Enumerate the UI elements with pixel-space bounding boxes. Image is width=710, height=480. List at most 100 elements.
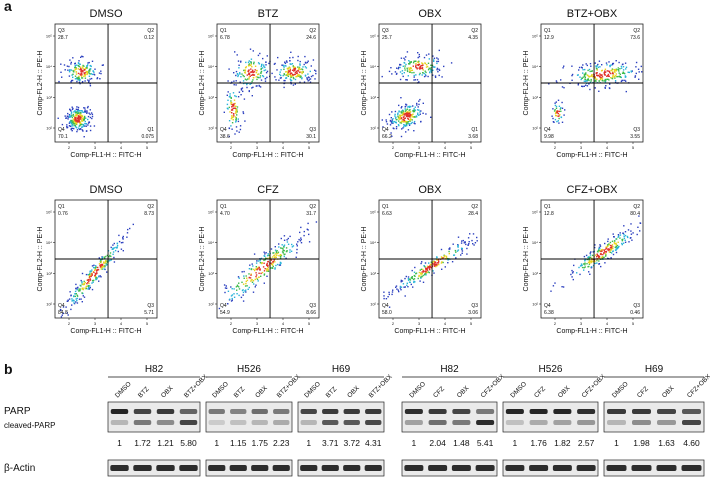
x-axis-label: Comp-FL1-H :: FITC-H bbox=[556, 152, 627, 159]
quadrant-name: Q3 bbox=[58, 28, 65, 34]
lane-label: OBX bbox=[456, 384, 471, 399]
quadrant-percent: 3.06 bbox=[468, 310, 478, 316]
x-tick-label: 4 bbox=[282, 321, 285, 326]
y-tick-label: 10³ bbox=[532, 271, 538, 276]
lane-label: DMSO bbox=[114, 381, 133, 400]
parp-band bbox=[682, 409, 701, 414]
quadrant-name: Q3 bbox=[382, 28, 389, 34]
y-tick-label: 10³ bbox=[208, 95, 214, 100]
parp-band bbox=[365, 409, 382, 414]
x-tick-label: 4 bbox=[120, 321, 123, 326]
quadrant-percent: 31.7 bbox=[306, 211, 316, 217]
cleaved-parp-ratio: 1.72 bbox=[134, 438, 151, 448]
cleaved-parp-band bbox=[529, 420, 548, 425]
cleaved-parp-band bbox=[343, 420, 360, 425]
x-tick-label: 2 bbox=[68, 321, 71, 326]
plot-title: OBX bbox=[418, 8, 442, 20]
lane-label: CFZ bbox=[432, 386, 446, 400]
x-axis-label: Comp-FL1-H :: FITC-H bbox=[556, 328, 627, 335]
cleaved-parp-ratio: 5.80 bbox=[180, 438, 197, 448]
cleaved-parp-ratio: 1.48 bbox=[453, 438, 470, 448]
y-tick-label: 10³ bbox=[532, 95, 538, 100]
quadrant-percent: 58.0 bbox=[382, 310, 392, 316]
plot-title: CFZ+OBX bbox=[566, 184, 618, 196]
y-tick-label: 10⁴ bbox=[532, 64, 538, 69]
x-tick-label: 5 bbox=[146, 321, 149, 326]
actin-band bbox=[656, 465, 677, 471]
x-tick-label: 2 bbox=[392, 145, 395, 150]
parp-band bbox=[632, 409, 651, 414]
lane-label: DMSO bbox=[509, 381, 528, 400]
x-tick-label: 5 bbox=[308, 321, 311, 326]
quadrant-name: Q2 bbox=[633, 28, 640, 34]
x-tick-label: 4 bbox=[444, 321, 447, 326]
actin-blot-box bbox=[603, 459, 705, 477]
actin-band bbox=[156, 465, 175, 471]
actin-band bbox=[300, 465, 318, 471]
y-axis-label: Comp-FL2-H :: PE-H bbox=[37, 227, 44, 292]
x-tick-label: 4 bbox=[606, 145, 609, 150]
cleaved-parp-ratio: 5.41 bbox=[477, 438, 494, 448]
actin-band bbox=[529, 465, 549, 471]
x-tick-label: 3 bbox=[418, 321, 421, 326]
lane-label: OBX bbox=[346, 384, 361, 399]
y-tick-label: 10² bbox=[208, 302, 214, 307]
quadrant-percent: 6.78 bbox=[220, 35, 230, 41]
quadrant-name: Q4 bbox=[58, 303, 65, 309]
quadrant-percent: 5.71 bbox=[144, 310, 154, 316]
cleaved-parp-ratio: 1.21 bbox=[157, 438, 174, 448]
flow-cytometry-panel: DMSOQ328.7Q20.12Q470.1Q10.07510²10³10⁴10… bbox=[37, 8, 644, 335]
actin-band bbox=[404, 465, 424, 471]
cleaved-parp-ratio: 4.60 bbox=[683, 438, 700, 448]
quadrant-name: Q2 bbox=[309, 28, 316, 34]
density-points bbox=[381, 49, 453, 138]
parp-band bbox=[529, 409, 548, 414]
quadrant-name: Q2 bbox=[471, 28, 478, 34]
y-tick-label: 10⁵ bbox=[532, 210, 538, 215]
actin-blot-box bbox=[107, 459, 201, 477]
y-tick-label: 10⁴ bbox=[46, 64, 52, 69]
y-tick-label: 10³ bbox=[370, 271, 376, 276]
parp-blot-box bbox=[401, 401, 498, 433]
actin-band bbox=[364, 465, 382, 471]
actin-band bbox=[606, 465, 627, 471]
cleaved-parp-ratio: 1 bbox=[306, 438, 311, 448]
quadrant-percent: 8.73 bbox=[144, 211, 154, 217]
quadrant-name: Q1 bbox=[58, 204, 65, 210]
quadrant-name: Q4 bbox=[58, 127, 65, 133]
parp-band bbox=[230, 409, 247, 414]
quadrant-percent: 66.2 bbox=[382, 134, 392, 140]
quadrant-name: Q1 bbox=[220, 28, 227, 34]
quadrant-name: Q1 bbox=[544, 204, 551, 210]
quadrant-name: Q4 bbox=[544, 127, 551, 133]
cleaved-parp-ratio: 3.72 bbox=[343, 438, 360, 448]
y-tick-label: 10² bbox=[370, 302, 376, 307]
density-points bbox=[550, 215, 642, 292]
actin-band bbox=[576, 465, 596, 471]
y-axis-label: Comp-FL2-H :: PE-H bbox=[361, 51, 368, 116]
cleaved-parp-ratio: 2.04 bbox=[429, 438, 446, 448]
actin-band bbox=[681, 465, 702, 471]
parp-band bbox=[133, 409, 152, 414]
density-points bbox=[57, 55, 104, 138]
cleaved-parp-band bbox=[607, 420, 626, 425]
lane-label: OBX bbox=[160, 384, 175, 399]
cleaved-parp-band bbox=[476, 420, 495, 425]
cleaved-parp-ratio: 1.75 bbox=[251, 438, 268, 448]
y-tick-label: 10⁵ bbox=[532, 34, 538, 39]
density-points bbox=[59, 223, 134, 318]
quadrant-percent: 12.9 bbox=[544, 35, 554, 41]
x-tick-label: 3 bbox=[580, 145, 583, 150]
actin-band bbox=[343, 465, 361, 471]
y-tick-label: 10⁴ bbox=[370, 240, 376, 245]
y-tick-label: 10⁴ bbox=[46, 240, 52, 245]
quadrant-name: Q4 bbox=[382, 303, 389, 309]
cleaved-parp-band bbox=[133, 420, 152, 425]
quadrant-name: Q4 bbox=[544, 303, 551, 309]
cleaved-parp-ratio: 1 bbox=[513, 438, 518, 448]
